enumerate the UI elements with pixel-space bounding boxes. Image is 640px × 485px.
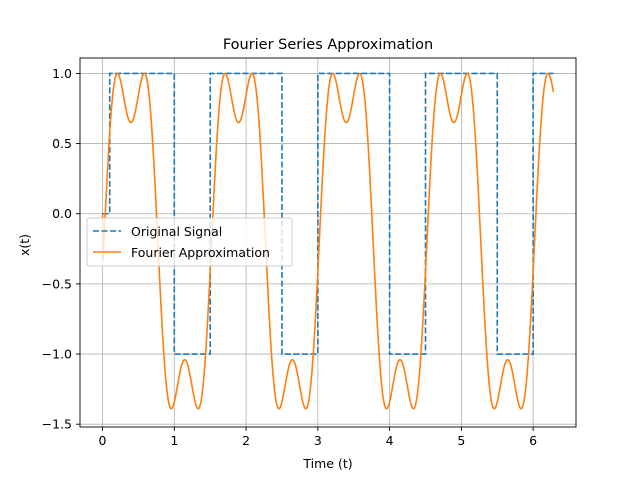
x-tick-label: 0	[99, 433, 107, 448]
series-line-fourier-approximation	[101, 72, 555, 410]
y-tick-label: −1.5	[42, 417, 72, 432]
y-tick-label: 0.5	[52, 136, 72, 151]
legend-label-original: Original Signal	[131, 224, 222, 239]
chart-title: Fourier Series Approximation	[223, 37, 433, 53]
x-tick-label: 6	[529, 433, 537, 448]
y-tick-label: −1.0	[42, 347, 72, 362]
x-axis-label: Time (t)	[302, 456, 352, 471]
axes: 0 1 2 3 4 5 6 −1.5 −1.0 −0.5 0.0 0.5 1.0	[42, 57, 577, 448]
legend-label-fourier: Fourier Approximation	[131, 245, 270, 260]
legend: Original Signal Fourier Approximation	[86, 217, 293, 267]
plot-frame	[79, 57, 577, 428]
x-tick-label: 4	[386, 433, 394, 448]
y-tick-label: 1.0	[52, 66, 72, 81]
x-tick-label: 5	[457, 433, 465, 448]
y-axis-label: x(t)	[17, 234, 32, 256]
series-layer	[101, 72, 555, 410]
x-tick-label: 1	[170, 433, 178, 448]
legend-box	[86, 217, 293, 267]
x-tick-label: 2	[242, 433, 250, 448]
y-tick-label: −0.5	[42, 276, 72, 291]
y-tick-label: 0.0	[52, 206, 72, 221]
x-tick-label: 3	[314, 433, 322, 448]
series-line-original-signal	[102, 72, 554, 355]
